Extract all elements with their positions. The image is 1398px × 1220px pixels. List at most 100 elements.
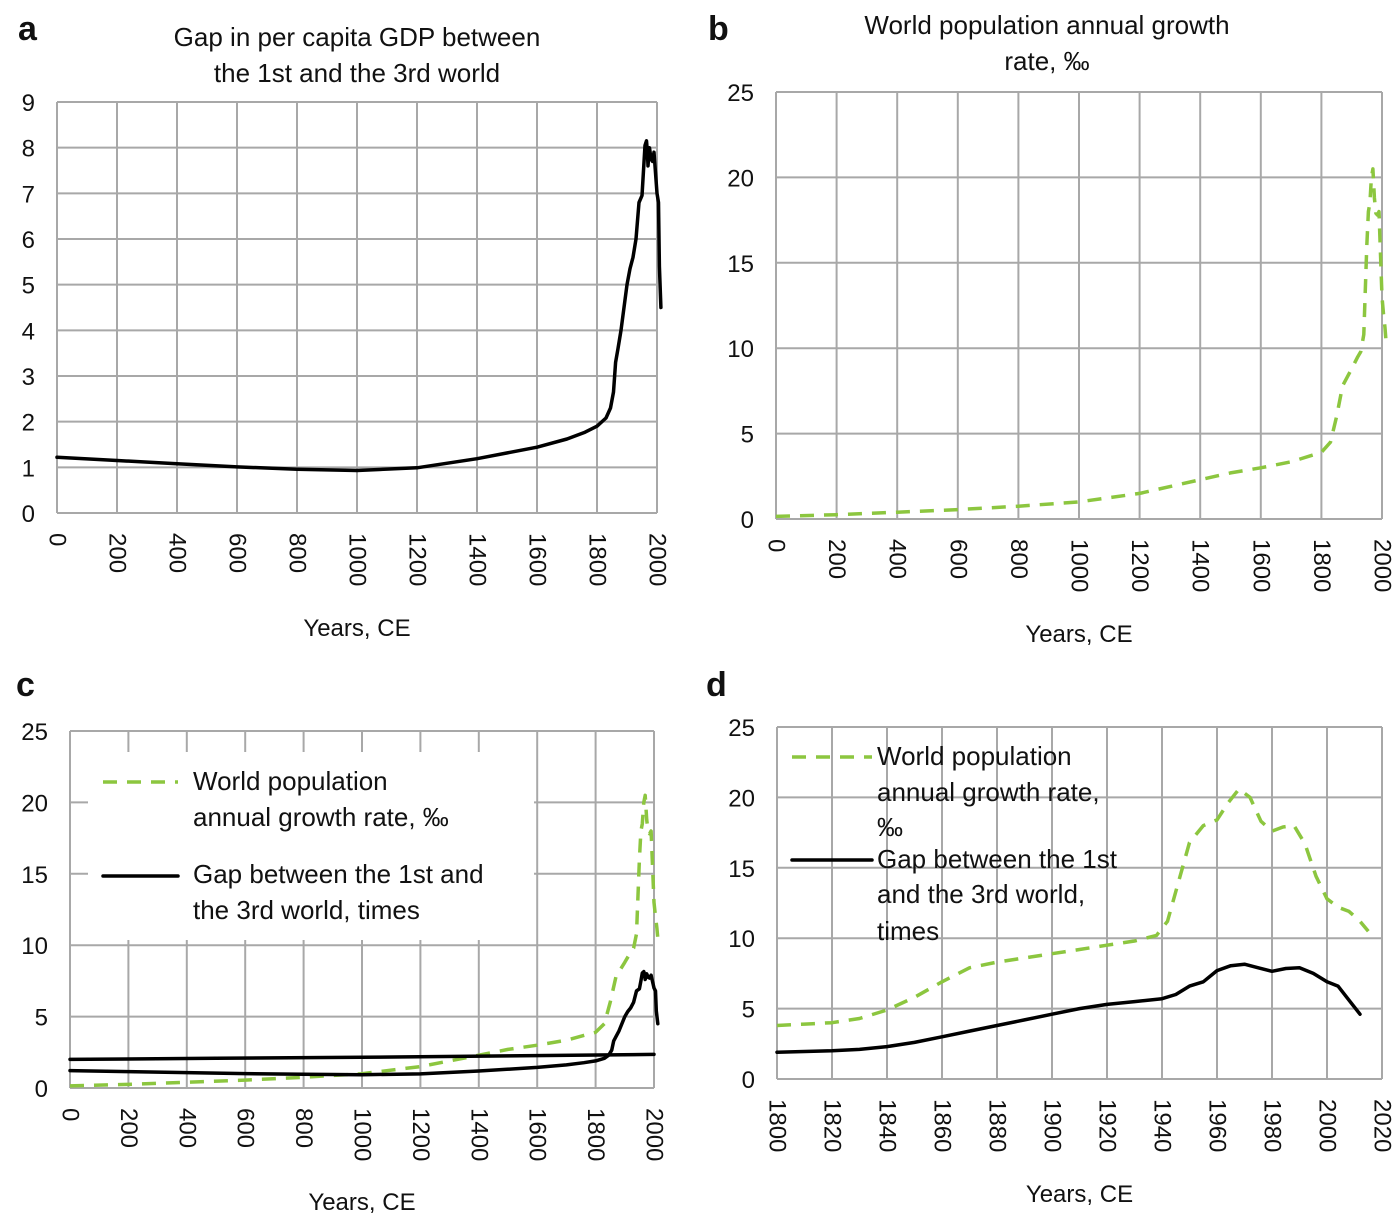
y-tick-label: 20: [21, 790, 48, 817]
x-tick-label: 200: [104, 533, 131, 573]
y-tick-label: 0: [742, 1067, 755, 1094]
x-tick-label: 0: [44, 533, 71, 546]
y-tick-label: 4: [22, 318, 35, 345]
y-tick-label: 0: [741, 507, 754, 534]
x-tick-label: 1860: [929, 1099, 956, 1152]
y-tick-label: 20: [728, 785, 755, 812]
y-tick-label: 5: [22, 273, 35, 300]
series-line-gdp-gap-1: [68, 969, 660, 1077]
legend-label: times: [877, 916, 939, 946]
y-tick-label: 25: [727, 80, 754, 107]
x-tick-label: 1200: [1126, 539, 1153, 592]
x-tick-label: 0: [763, 539, 790, 552]
y-tick-label: 9: [22, 90, 35, 117]
x-axis-title: Years, CE: [1025, 621, 1132, 648]
panel-letter: c: [16, 666, 35, 704]
series-line-population-growth-0: [69, 793, 660, 1088]
x-tick-label: 1800: [582, 1108, 609, 1161]
x-tick-label: 1600: [1247, 539, 1274, 592]
chart-title-line: the 1st and the 3rd world: [214, 58, 500, 88]
series-line-population-growth-0: [776, 787, 1370, 1028]
x-tick-label: 200: [823, 539, 850, 579]
x-tick-label: 400: [173, 1108, 200, 1148]
panel-c: c 0 5 10 15 20 25 0 200 400 600 800 1000 1200 1400 1600…: [16, 666, 668, 1216]
x-tick-label: 1920: [1094, 1099, 1121, 1152]
x-tick-label: 1000: [1066, 539, 1093, 592]
y-tick-label: 10: [728, 926, 755, 953]
y-tick-label: 20: [727, 165, 754, 192]
x-tick-label: 2000: [641, 1108, 668, 1161]
x-tick-label: 1800: [764, 1099, 791, 1152]
y-tick-label: 7: [22, 181, 35, 208]
y-tick-label: 25: [21, 719, 48, 746]
x-tick-label: 1400: [465, 1108, 492, 1161]
y-tick-label: 15: [727, 251, 754, 278]
x-tick-label: 1600: [524, 533, 551, 586]
legend-label: annual growth rate,: [877, 777, 1100, 807]
x-tick-label: 1840: [874, 1099, 901, 1152]
x-axis-title: Years, CE: [1026, 1181, 1133, 1208]
y-tick-label: 3: [22, 364, 35, 391]
panel-letter: b: [708, 10, 729, 48]
x-tick-label: 1820: [819, 1099, 846, 1152]
legend-label: Gap between the 1st and: [193, 859, 484, 889]
x-axis-title: Years, CE: [308, 1189, 415, 1216]
x-tick-label: 1980: [1259, 1099, 1286, 1152]
y-tick-label: 2: [22, 410, 35, 437]
legend-label: ‰: [877, 812, 903, 842]
y-tick-label: 10: [21, 933, 48, 960]
y-tick-label: 5: [35, 1005, 48, 1032]
x-tick-label: 1880: [984, 1099, 1011, 1152]
x-tick-label: 800: [1005, 539, 1032, 579]
chart-title-line: rate, ‰: [1004, 46, 1089, 76]
legend-label: and the 3rd world,: [877, 879, 1085, 909]
y-tick-label: 0: [22, 501, 35, 528]
y-tick-label: 5: [741, 422, 754, 449]
y-tick-label: 6: [22, 227, 35, 254]
x-tick-label: 2000: [1369, 539, 1396, 592]
x-tick-label: 800: [284, 533, 311, 573]
chart-title-line: World population annual growth: [864, 10, 1229, 40]
panel-letter: d: [706, 666, 727, 704]
legend-label: annual growth rate, ‰: [193, 802, 449, 832]
x-tick-label: 2020: [1369, 1099, 1396, 1152]
x-tick-label: 2000: [644, 533, 671, 586]
y-tick-label: 15: [21, 862, 48, 889]
series-line-population-growth-0: [775, 167, 1388, 519]
x-tick-label: 1800: [1308, 539, 1335, 592]
legend-label: World population: [193, 766, 388, 796]
x-tick-label: 400: [884, 539, 911, 579]
x-tick-label: 2000: [1314, 1099, 1341, 1152]
legend-label: the 3rd world, times: [193, 895, 420, 925]
x-tick-label: 1900: [1039, 1099, 1066, 1152]
x-tick-label: 1800: [584, 533, 611, 586]
x-tick-label: 1960: [1204, 1099, 1231, 1152]
y-tick-label: 5: [742, 997, 755, 1024]
y-tick-label: 25: [728, 715, 755, 742]
y-tick-label: 8: [22, 136, 35, 163]
x-tick-label: 1940: [1149, 1099, 1176, 1152]
panel-d: d 0 5 10 15 20 25 1800 1820 1840 1860 1880 1900 1920 1…: [706, 666, 1396, 1208]
panel-a: a Gap in per capita GDP between the 1st an…: [18, 10, 671, 642]
legend-label: Gap between the 1st: [877, 844, 1118, 874]
x-tick-label: 600: [944, 539, 971, 579]
x-tick-label: 1000: [349, 1108, 376, 1161]
x-tick-label: 600: [232, 1108, 259, 1148]
x-tick-label: 400: [164, 533, 191, 573]
series-line-gdp-gap-0: [55, 139, 663, 473]
y-tick-label: 10: [727, 336, 754, 363]
legend: World population annual growth rate, ‰Gap …: [790, 741, 1118, 946]
x-tick-label: 1200: [407, 1108, 434, 1161]
chart-title-line: Gap in per capita GDP between: [174, 22, 541, 52]
y-tick-label: 15: [728, 856, 755, 883]
legend: World population annual growth rate, ‰ Gap…: [88, 752, 534, 940]
legend-label: World population: [877, 741, 1072, 771]
panel-letter: a: [18, 10, 38, 48]
x-axis-title: Years, CE: [303, 615, 410, 642]
y-tick-label: 1: [22, 455, 35, 482]
x-tick-label: 0: [57, 1108, 84, 1121]
x-tick-label: 1000: [344, 533, 371, 586]
x-tick-label: 800: [290, 1108, 317, 1148]
series-line-gdp-gap-2: [68, 1052, 656, 1062]
